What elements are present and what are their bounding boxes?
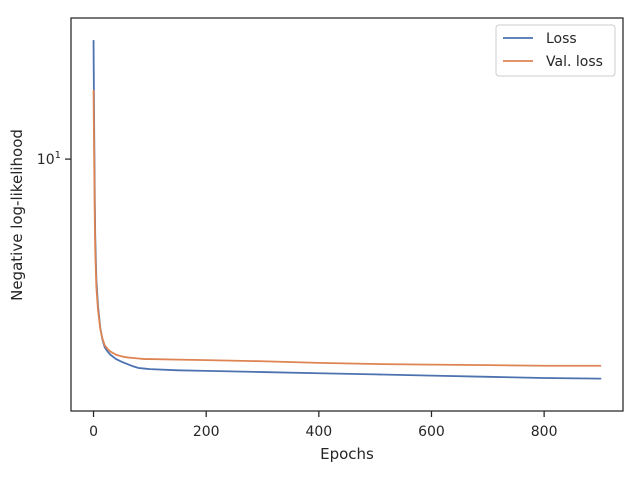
legend-label-val-loss: Val. loss xyxy=(546,54,603,70)
y-axis-label: Negative log-likelihood xyxy=(8,129,26,301)
x-tick-label-200: 200 xyxy=(193,424,220,440)
legend: Loss Val. loss xyxy=(495,24,616,77)
x-tick-label-800: 800 xyxy=(531,424,558,440)
y-axis: 101 xyxy=(37,150,71,168)
y-tick-label-10: 101 xyxy=(37,150,61,168)
x-tick-label-0: 0 xyxy=(89,424,98,440)
y-tick-label-base: 10 xyxy=(37,152,55,168)
plot-background xyxy=(71,18,623,411)
plot-area xyxy=(70,17,624,412)
series-line-val-loss xyxy=(92,89,602,367)
legend-label-loss: Loss xyxy=(546,31,577,47)
x-tick-label-600: 600 xyxy=(418,424,445,440)
series-layer xyxy=(92,39,602,380)
plot-frame xyxy=(70,17,624,412)
x-tick-label-400: 400 xyxy=(305,424,332,440)
x-axis-label: Epochs xyxy=(320,445,374,463)
y-tick-label-exponent: 1 xyxy=(55,150,61,161)
x-axis: 0 200 400 600 800 xyxy=(89,411,558,440)
